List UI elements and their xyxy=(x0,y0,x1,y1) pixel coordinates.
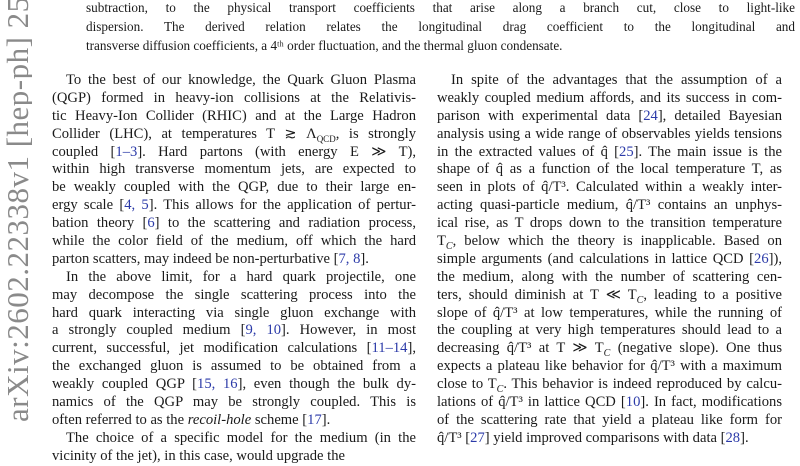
citation-link[interactable]: 7, 8 xyxy=(338,250,361,267)
text-line: a strongly coupled medium [9, 10]. Howev… xyxy=(52,322,417,339)
arxiv-identifier: arXiv:2602.22338v1 [hep-ph] 25 Feb 2026 xyxy=(0,0,32,422)
text-line: ical rise, as T drops down to the transi… xyxy=(437,215,782,232)
text-line: current, successful, jet modification ca… xyxy=(52,340,416,357)
citation-link[interactable]: 15, 16 xyxy=(197,376,238,393)
text-line: decreasing q̂/T³ at T ≫ TC (negative slo… xyxy=(437,340,783,360)
paragraph: To the best of our knowledge, the Quark … xyxy=(52,72,416,269)
text-line: acting quasi-particle medium, q̂/T³ cont… xyxy=(437,197,782,214)
citation-link[interactable]: 6 xyxy=(147,215,155,232)
right-column: In spite of the advantages that the assu… xyxy=(437,72,782,448)
text-line: weakly coupled medium affords, and its s… xyxy=(437,89,782,106)
citation-link[interactable]: 24 xyxy=(643,107,658,124)
text-line: ters, should diminish at T ≪ TC, leading… xyxy=(437,286,782,306)
text-line: weakly coupled QGP [15, 16], even though… xyxy=(52,376,416,393)
text-line: the exchanged gluon is assumed to be obt… xyxy=(52,358,416,375)
text-line: hard quark interacting via single gluon … xyxy=(52,304,416,321)
abstract-line: subtraction, to the physical transport c… xyxy=(86,0,795,15)
text-line: q̂/T³ [27] yield improved comparisons wi… xyxy=(437,429,749,446)
paragraph: In spite of the advantages that the assu… xyxy=(437,72,782,448)
text-line: while the color field of the medium, off… xyxy=(52,233,416,250)
text-line: close to TC. This behavior is indeed rep… xyxy=(437,376,782,396)
text-line: shape of q̂ as a function of the local t… xyxy=(437,161,782,178)
text-line: in the extracted values of q̂ [25]. The … xyxy=(437,143,782,160)
abstract-line: transverse diffusion coefficients, a 4ᵗʰ… xyxy=(86,38,563,53)
text-line: bation theory [6] to the scattering and … xyxy=(52,215,416,232)
citation-link[interactable]: 1–3 xyxy=(115,143,138,160)
text-line: often referred to as the recoil-hole sch… xyxy=(52,411,331,428)
text-line: (QGP) formed in heavy-ion collisions at … xyxy=(52,89,416,106)
text-line: analysis using a wide range of observabl… xyxy=(437,125,782,142)
text-line: the medium, along with the number of sca… xyxy=(437,268,782,285)
text-line: The choice of a specific model for the m… xyxy=(66,429,416,446)
text-line: TC, below which the theory is inapplicab… xyxy=(437,233,782,252)
paragraph: In the above limit, for a hard quark pro… xyxy=(52,269,416,430)
text-line: In the above limit, for a hard quark pro… xyxy=(66,268,416,285)
text-line: vicinity of the jet), in this case, woul… xyxy=(52,447,346,464)
text-line: expects a plateau like behavior for q̂/T… xyxy=(437,358,782,375)
citation-link[interactable]: 25 xyxy=(619,143,634,160)
text-line: within high transverse momentum jets, ar… xyxy=(52,161,416,178)
text-line: slope of q̂/T³ at low temperatures, whil… xyxy=(437,304,782,321)
citation-link[interactable]: 28 xyxy=(725,429,741,446)
text-line: the coupling at very high temperatures s… xyxy=(437,322,782,339)
text-line: seen in plots of q̂/T³. Calculated withi… xyxy=(437,179,782,196)
text-line: parton scatters, may indeed be non-pertu… xyxy=(52,250,369,267)
text-line: coupled [1–3]. Hard partons (with energy… xyxy=(52,143,417,160)
text-line: may decompose the single scattering proc… xyxy=(52,286,416,303)
paragraph: The choice of a specific model for the m… xyxy=(52,430,416,466)
abstract: subtraction, to the physical transport c… xyxy=(86,0,795,55)
text-line: namics of the QGP may be strongly couple… xyxy=(52,394,416,411)
text-line: tic Heavy-Ion Collider (RHIC) and at the… xyxy=(52,107,416,124)
abstract-line: dispersion. The derived relation relates… xyxy=(86,19,795,34)
citation-link[interactable]: 27 xyxy=(470,429,485,446)
citation-link[interactable]: 9, 10 xyxy=(245,322,282,339)
text-line: lations of q̂/T³ in lattice QCD [10]. In… xyxy=(437,394,782,411)
text-line: of the scattering rate that yield a plat… xyxy=(437,411,782,428)
text-line: parison with experimental data [24], det… xyxy=(437,107,782,124)
text-line: be weakly coupled with the QGP, due to t… xyxy=(52,179,416,196)
citation-link[interactable]: 11–14 xyxy=(371,340,408,357)
citation-link[interactable]: 17 xyxy=(307,411,322,428)
citation-link[interactable]: 4, 5 xyxy=(124,197,149,214)
arxiv-watermark: arXiv:2602.22338v1 [hep-ph] 25 Feb 2026 xyxy=(0,0,32,450)
text-line: To the best of our knowledge, the Quark … xyxy=(66,72,416,88)
citation-link[interactable]: 26 xyxy=(754,250,769,267)
text-line: Collider (LHC), at temperatures T ≳ ΛQCD… xyxy=(52,125,416,144)
text-line: ergy scale [4, 5]. This allows for the a… xyxy=(52,197,416,214)
text-line: simple arguments (and calculations in la… xyxy=(437,250,782,267)
citation-link[interactable]: 10 xyxy=(625,394,641,411)
text-line: In spite of the advantages that the assu… xyxy=(451,72,782,88)
left-column: To the best of our knowledge, the Quark … xyxy=(52,72,416,466)
